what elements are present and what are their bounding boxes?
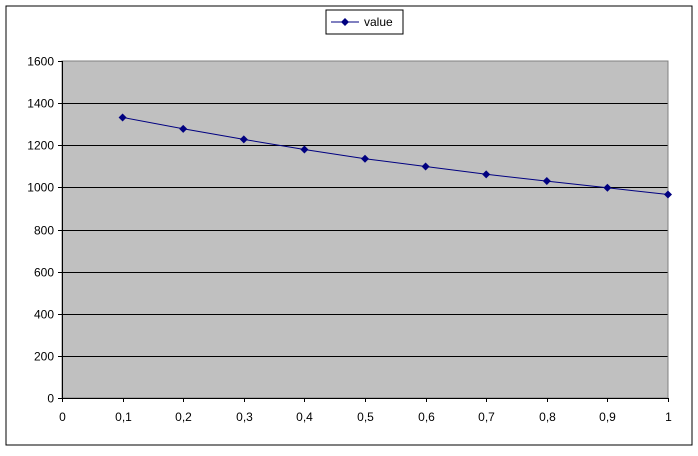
legend-marker-diamond-icon [341, 18, 349, 26]
data-point-marker [361, 154, 369, 163]
gridlines [62, 103, 668, 357]
y-tick-label: 800 [34, 224, 54, 238]
x-tick-label: 0 [59, 410, 66, 424]
x-axis: 0 0,1 0,2 0,3 0,4 0,5 0,6 0,7 0,8 0,9 1 [59, 398, 672, 424]
y-tick-label: 1600 [27, 55, 54, 69]
y-tick-label: 0 [47, 392, 54, 406]
x-tick-label: 0,1 [115, 410, 132, 424]
plot-area [62, 61, 668, 398]
x-tick-label: 0,3 [236, 410, 253, 424]
x-tick-label: 0,4 [296, 410, 313, 424]
data-point-marker [664, 190, 672, 199]
legend-label: value [364, 15, 393, 29]
legend: value [325, 9, 404, 35]
data-point-marker [300, 145, 309, 154]
x-tick-label: 1 [665, 410, 672, 424]
series-group [118, 113, 672, 199]
x-tick-label: 0,7 [478, 410, 495, 424]
x-tick-label: 0,2 [175, 410, 192, 424]
data-point-marker [603, 183, 612, 192]
data-point-marker [179, 124, 188, 133]
x-tick-label: 0,5 [357, 410, 374, 424]
y-tick-label: 400 [34, 308, 54, 322]
y-tick-label: 600 [34, 266, 54, 280]
x-tick-label: 0,9 [599, 410, 616, 424]
x-tick-label: 0,8 [539, 410, 556, 424]
data-point-marker [421, 162, 430, 171]
series-line-value [122, 116, 669, 195]
y-tick-label: 1200 [27, 139, 54, 153]
y-tick-label: 1400 [27, 97, 54, 111]
y-tick-label: 1000 [27, 181, 54, 195]
data-point-marker [118, 113, 127, 122]
data-point-marker [482, 170, 491, 179]
y-tick-label: 200 [34, 350, 54, 364]
data-point-marker [239, 135, 248, 144]
x-tick-label: 0,6 [418, 410, 435, 424]
y-axis: 0 200 400 600 800 1000 1200 1400 1600 [27, 55, 63, 406]
data-point-marker [542, 177, 551, 186]
